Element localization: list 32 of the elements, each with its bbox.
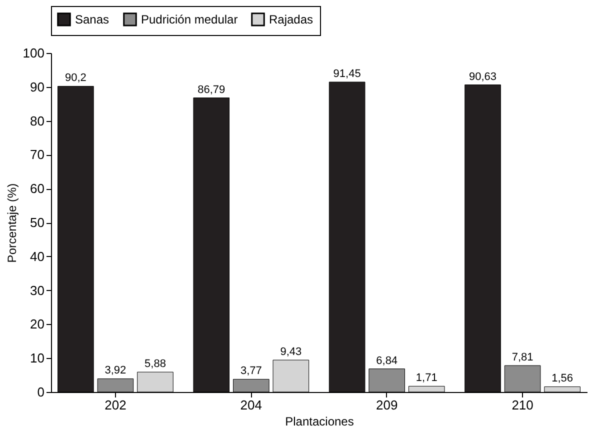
y-tick-label: 100 [22, 46, 44, 60]
y-tick-label: 90 [30, 79, 44, 94]
y-tick-label: 0 [37, 384, 44, 400]
legend-label: Pudrición medular [141, 12, 238, 26]
data-label: 9,43 [280, 346, 302, 358]
y-tick-label: 20 [30, 316, 44, 332]
data-label: 90,63 [469, 70, 497, 83]
x-tick-label: 210 [512, 398, 534, 412]
legend-label: Sanas [75, 12, 110, 26]
data-label: 1,71 [416, 372, 438, 384]
y-axis-title: Porcentaje (%) [4, 183, 19, 263]
data-label: 5,88 [144, 358, 166, 370]
data-label: 90,2 [64, 72, 86, 84]
x-tick-label: 204 [240, 398, 262, 412]
data-label: 91,45 [333, 68, 361, 80]
data-label: 1,56 [552, 372, 574, 385]
data-label: 7,81 [512, 352, 534, 364]
y-tick-label: 30 [30, 282, 44, 298]
y-tick-label: 40 [30, 248, 44, 264]
x-tick-label: 209 [376, 398, 398, 412]
y-tick-label: 70 [30, 147, 44, 162]
data-label: 3,92 [104, 364, 126, 377]
legend-label: Rajadas [269, 12, 314, 26]
y-tick-label: 50 [30, 215, 44, 230]
x-tick-label: 202 [104, 398, 126, 412]
data-label: 86,79 [198, 84, 226, 96]
y-tick-label: 10 [30, 350, 44, 366]
data-label: 6,84 [376, 354, 398, 367]
x-axis-title: Plantaciones [285, 414, 354, 428]
data-label: 3,77 [240, 365, 262, 378]
y-tick-label: 80 [30, 113, 44, 128]
y-tick-label: 60 [30, 181, 44, 196]
